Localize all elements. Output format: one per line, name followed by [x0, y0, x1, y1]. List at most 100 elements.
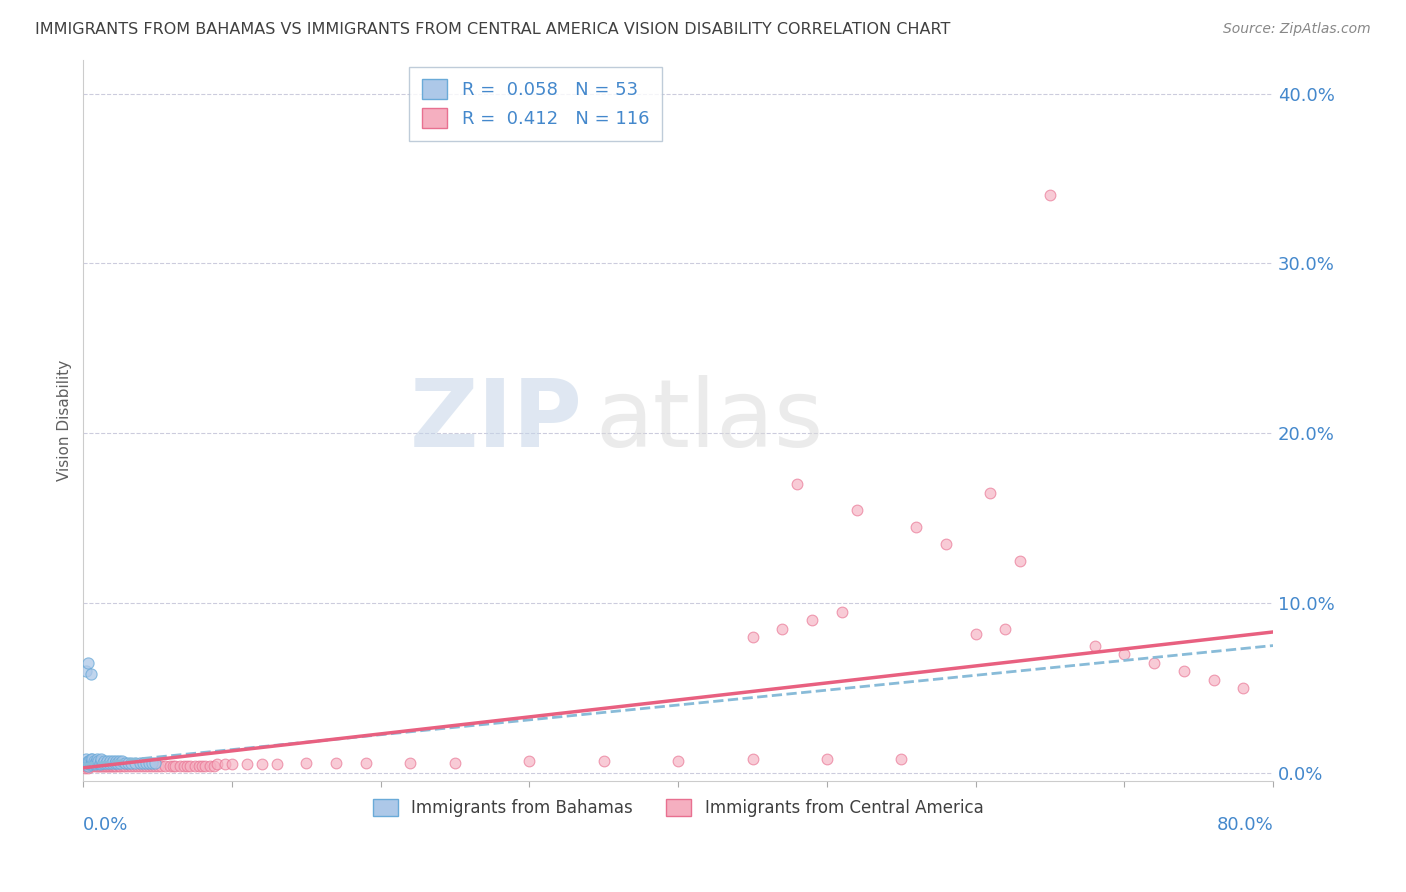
Point	[965, 626, 987, 640]
Point	[98, 754, 121, 768]
Point	[82, 756, 104, 770]
Point	[76, 757, 98, 772]
Point	[1039, 188, 1062, 202]
Point	[214, 757, 236, 772]
Point	[86, 754, 108, 768]
Point	[96, 754, 118, 768]
Point	[198, 759, 221, 773]
Point	[111, 754, 134, 768]
Point	[94, 757, 117, 772]
Point	[76, 759, 98, 773]
Point	[77, 757, 100, 772]
Point	[75, 756, 97, 770]
Point	[100, 759, 122, 773]
Point	[91, 756, 114, 770]
Point	[108, 754, 131, 768]
Point	[191, 759, 214, 773]
Point	[101, 759, 124, 773]
Text: 0.0%: 0.0%	[83, 816, 129, 834]
Point	[76, 761, 98, 775]
Point	[815, 752, 838, 766]
Point	[165, 759, 187, 773]
Point	[82, 756, 104, 770]
Point	[84, 756, 107, 770]
Point	[110, 759, 132, 773]
Point	[122, 759, 145, 773]
Point	[80, 667, 103, 681]
Point	[94, 756, 117, 770]
Point	[132, 756, 155, 770]
Point	[103, 756, 125, 770]
Point	[124, 757, 146, 772]
Point	[75, 752, 97, 766]
Point	[90, 752, 112, 766]
Point	[107, 757, 129, 772]
Point	[97, 756, 120, 770]
Point	[169, 759, 191, 773]
Point	[82, 752, 104, 766]
Point	[89, 757, 111, 772]
Point	[77, 754, 100, 768]
Point	[120, 756, 142, 770]
Point	[143, 759, 166, 773]
Point	[399, 756, 422, 770]
Point	[90, 757, 112, 772]
Point	[91, 759, 114, 773]
Point	[80, 757, 103, 772]
Point	[741, 630, 763, 644]
Point	[96, 759, 118, 773]
Point	[444, 756, 467, 770]
Point	[86, 757, 108, 772]
Point	[831, 605, 853, 619]
Point	[1173, 664, 1195, 678]
Point	[138, 756, 160, 770]
Point	[143, 756, 166, 770]
Point	[194, 759, 217, 773]
Point	[295, 756, 318, 770]
Point	[141, 756, 163, 770]
Point	[80, 756, 103, 770]
Point	[87, 756, 110, 770]
Point	[87, 757, 110, 772]
Point	[1114, 647, 1136, 661]
Point	[82, 754, 104, 768]
Point	[1202, 673, 1225, 687]
Point	[114, 756, 136, 770]
Point	[153, 759, 176, 773]
Point	[114, 759, 136, 773]
Point	[75, 756, 97, 770]
Point	[76, 656, 98, 670]
Point	[112, 759, 135, 773]
Point	[103, 759, 125, 773]
Legend: Immigrants from Bahamas, Immigrants from Central America: Immigrants from Bahamas, Immigrants from…	[366, 792, 990, 823]
Point	[135, 759, 157, 773]
Point	[80, 756, 103, 770]
Point	[73, 761, 96, 775]
Point	[105, 754, 128, 768]
Point	[89, 759, 111, 773]
Point	[98, 757, 121, 772]
Point	[82, 759, 104, 773]
Point	[105, 759, 128, 773]
Point	[173, 759, 195, 773]
Point	[994, 622, 1017, 636]
Point	[128, 759, 150, 773]
Point	[138, 759, 160, 773]
Point	[89, 757, 111, 772]
Point	[83, 756, 105, 770]
Point	[354, 756, 377, 770]
Y-axis label: Vision Disability: Vision Disability	[58, 359, 72, 481]
Point	[111, 757, 134, 772]
Point	[90, 754, 112, 768]
Point	[120, 759, 142, 773]
Point	[101, 757, 124, 772]
Point	[128, 756, 150, 770]
Point	[117, 757, 139, 772]
Point	[89, 756, 111, 770]
Point	[266, 757, 288, 772]
Point	[221, 757, 243, 772]
Point	[80, 752, 103, 766]
Point	[91, 757, 114, 772]
Point	[141, 759, 163, 773]
Point	[83, 757, 105, 772]
